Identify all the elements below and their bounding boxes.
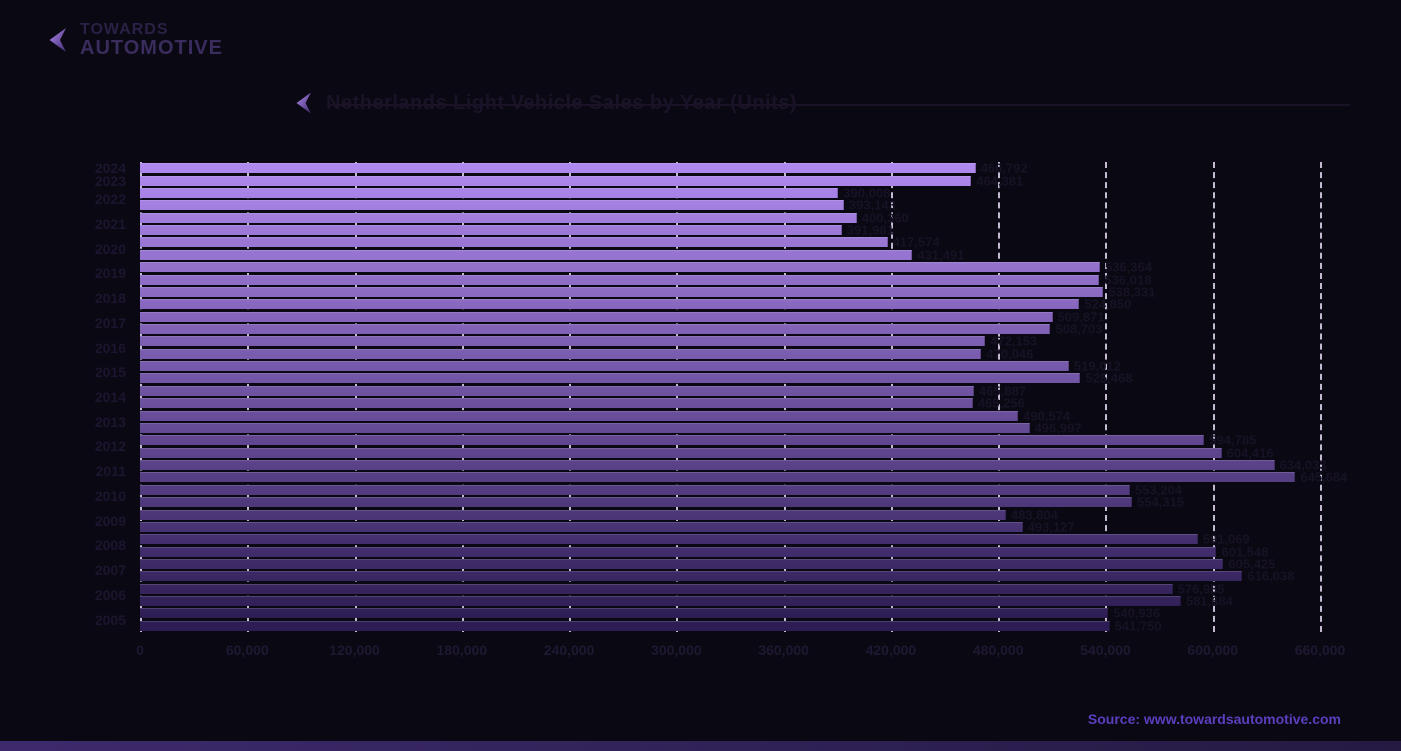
title-arrow-icon — [290, 90, 316, 116]
bar — [140, 584, 1173, 594]
bar — [140, 287, 1103, 297]
chart-title-row: Netherlands Light Vehicle Sales by Year … — [290, 90, 797, 116]
x-tick-label: 600,000 — [1187, 642, 1238, 658]
bar — [140, 472, 1295, 482]
logo-text: TOWARDS AUTOMOTIVE — [80, 22, 223, 58]
value-label: 431,491 — [917, 247, 964, 262]
bar — [140, 200, 844, 210]
logo-arrow-icon — [42, 25, 72, 55]
x-tick-label: 480,000 — [973, 642, 1024, 658]
bar — [140, 262, 1100, 272]
bar — [140, 299, 1079, 309]
bar — [140, 163, 976, 173]
y-category-label: 2005 — [95, 612, 140, 628]
x-tick-label: 300,000 — [651, 642, 702, 658]
y-category-label: 2015 — [95, 364, 140, 380]
bar — [140, 534, 1198, 544]
bar — [140, 485, 1130, 495]
y-category-label: 2019 — [95, 265, 140, 281]
value-label: 464,381 — [976, 173, 1023, 188]
y-category-label: 2023 — [95, 173, 140, 189]
logo-line1: TOWARDS — [80, 22, 223, 38]
bar-chart: 060,000120,000180,000240,000300,000360,0… — [140, 162, 1320, 632]
bar — [140, 176, 971, 186]
bar — [140, 423, 1030, 433]
bar — [140, 559, 1223, 569]
x-tick-label: 540,000 — [1080, 642, 1131, 658]
gridline — [1320, 162, 1322, 632]
value-label: 604,416 — [1227, 445, 1274, 460]
logo-line2: AUTOMOTIVE — [80, 38, 223, 58]
x-tick-label: 360,000 — [758, 642, 809, 658]
value-label: 496,997 — [1035, 420, 1082, 435]
x-tick-label: 420,000 — [866, 642, 917, 658]
y-category-label: 2012 — [95, 438, 140, 454]
bar — [140, 237, 888, 247]
bar — [140, 596, 1181, 606]
bar — [140, 411, 1018, 421]
y-category-label: 2016 — [95, 340, 140, 356]
value-label: 541,750 — [1115, 618, 1162, 633]
x-tick-label: 120,000 — [329, 642, 380, 658]
y-category-label: 2014 — [95, 389, 140, 405]
y-category-label: 2009 — [95, 513, 140, 529]
y-category-label: 2010 — [95, 488, 140, 504]
y-category-label: 2018 — [95, 290, 140, 306]
bar — [140, 275, 1099, 285]
chart-title: Netherlands Light Vehicle Sales by Year … — [326, 92, 797, 115]
y-category-label: 2022 — [95, 191, 140, 207]
x-tick-label: 240,000 — [544, 642, 595, 658]
value-label: 581,684 — [1186, 594, 1233, 609]
bar — [140, 250, 912, 260]
value-label: 525,468 — [1085, 371, 1132, 386]
value-label: 470,046 — [986, 346, 1033, 361]
y-category-label: 2007 — [95, 562, 140, 578]
x-tick-label: 660,000 — [1295, 642, 1346, 658]
bar — [140, 547, 1216, 557]
y-category-label: 2006 — [95, 587, 140, 603]
brand-logo: TOWARDS AUTOMOTIVE — [42, 22, 223, 58]
y-category-label: 2013 — [95, 414, 140, 430]
value-label: 465,256 — [978, 396, 1025, 411]
x-tick-label: 0 — [136, 642, 144, 658]
value-label: 554,315 — [1137, 495, 1184, 510]
bar — [140, 213, 857, 223]
bar — [140, 225, 842, 235]
bar — [140, 386, 974, 396]
y-category-label: 2020 — [95, 241, 140, 257]
bar — [140, 435, 1204, 445]
value-label: 493,127 — [1028, 519, 1075, 534]
value-label: 616,038 — [1247, 569, 1294, 584]
y-category-label: 2008 — [95, 537, 140, 553]
bar — [140, 398, 973, 408]
bar — [140, 522, 1023, 532]
value-label: 391,981 — [847, 223, 894, 238]
x-tick-label: 180,000 — [437, 642, 488, 658]
value-label: 508,703 — [1055, 321, 1102, 336]
bar — [140, 312, 1053, 322]
bar — [140, 510, 1006, 520]
bar — [140, 621, 1110, 631]
bar — [140, 349, 981, 359]
value-label: 645,684 — [1300, 470, 1347, 485]
y-category-label: 2021 — [95, 216, 140, 232]
bar — [140, 373, 1080, 383]
bar — [140, 188, 838, 198]
bar — [140, 361, 1069, 371]
footer-strip — [0, 741, 1401, 751]
bar — [140, 448, 1222, 458]
bar — [140, 460, 1275, 470]
source-text: Source: www.towardsautomotive.com — [1088, 711, 1341, 727]
bar — [140, 324, 1050, 334]
x-tick-label: 60,000 — [226, 642, 269, 658]
y-category-label: 2011 — [96, 463, 140, 479]
bar — [140, 608, 1108, 618]
bar — [140, 336, 985, 346]
bar — [140, 571, 1242, 581]
y-category-label: 2017 — [95, 315, 140, 331]
bar — [140, 497, 1132, 507]
